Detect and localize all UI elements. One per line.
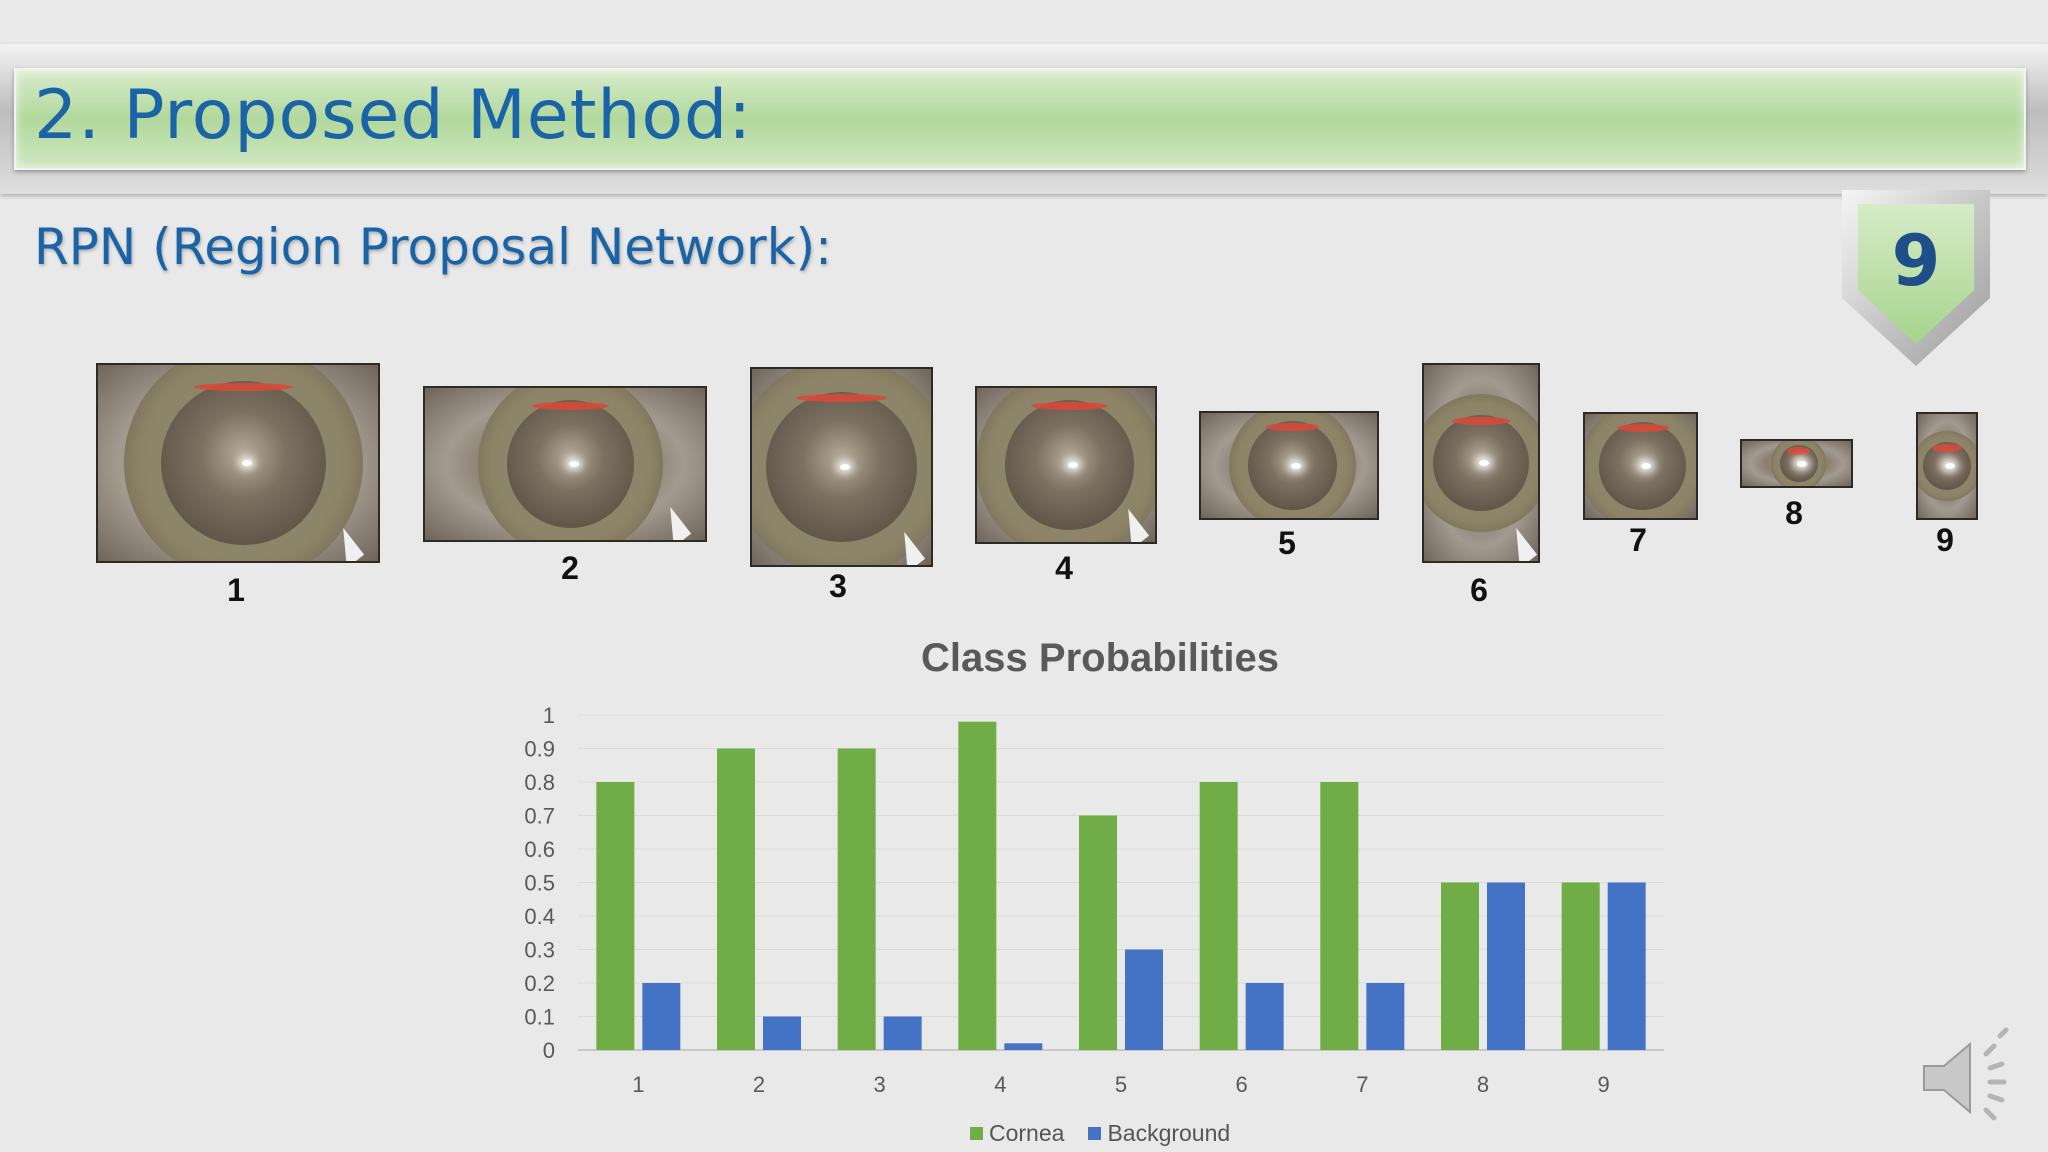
bar-cornea-9 <box>1561 882 1600 1050</box>
bar-background-8 <box>1487 882 1525 1050</box>
proposal-image-2 <box>423 386 707 542</box>
proposal-label-2: 2 <box>561 550 579 586</box>
legend-swatch-background <box>1088 1127 1102 1140</box>
x-tick-label: 2 <box>753 1072 765 1097</box>
bar-background-6 <box>1245 983 1284 1050</box>
speaker-volume-icon[interactable] <box>1920 1024 2030 1124</box>
slide-subtitle: RPN (Region Proposal Network): <box>34 218 832 276</box>
y-tick-label: 0 <box>543 1038 555 1063</box>
badge-shield-icon <box>1842 190 1990 366</box>
y-tick-label: 0.3 <box>524 938 555 963</box>
proposal-image-6 <box>1422 363 1540 563</box>
legend-swatch-cornea <box>970 1127 983 1140</box>
proposal-label-8: 8 <box>1785 495 1803 531</box>
slide-number: 9 <box>1891 220 1941 302</box>
bar-cornea-5 <box>1079 815 1117 1050</box>
proposal-label-4: 4 <box>1055 550 1073 586</box>
proposal-image-5 <box>1199 411 1379 520</box>
proposal-label-5: 5 <box>1278 525 1296 561</box>
proposal-label-7: 7 <box>1629 522 1647 558</box>
chart-legend: Cornea Background <box>970 1120 1230 1147</box>
bar-background-5 <box>1125 949 1163 1050</box>
x-tick-label: 6 <box>1236 1072 1248 1097</box>
proposal-image-7 <box>1583 412 1698 520</box>
bar-cornea-3 <box>837 748 876 1050</box>
bar-cornea-8 <box>1441 882 1479 1050</box>
legend-item-cornea: Cornea <box>970 1120 1064 1147</box>
x-tick-label: 8 <box>1477 1072 1489 1097</box>
bar-background-9 <box>1607 882 1646 1050</box>
y-tick-label: 0.2 <box>524 971 555 996</box>
y-tick-label: 0.9 <box>524 737 555 762</box>
x-tick-label: 9 <box>1598 1072 1610 1097</box>
bar-background-1 <box>642 983 681 1050</box>
y-tick-label: 0.6 <box>524 837 555 862</box>
proposal-image-9 <box>1916 412 1978 520</box>
proposal-label-6: 6 <box>1470 572 1488 608</box>
chart-title: Class Probabilities <box>921 636 1279 680</box>
y-tick-label: 0.5 <box>524 871 555 896</box>
y-tick-label: 0.4 <box>524 904 555 929</box>
legend-label-background: Background <box>1107 1120 1231 1146</box>
bar-background-2 <box>763 1016 801 1050</box>
y-tick-label: 1 <box>543 703 555 728</box>
legend-label-cornea: Cornea <box>989 1120 1065 1146</box>
bar-cornea-2 <box>717 748 755 1050</box>
slide-number-badge: 9 <box>1838 190 1994 366</box>
bar-cornea-1 <box>596 782 635 1050</box>
y-tick-label: 0.7 <box>524 804 555 829</box>
legend-item-background: Background <box>1088 1120 1230 1147</box>
bar-background-4 <box>1004 1043 1043 1050</box>
bar-background-7 <box>1366 983 1405 1050</box>
y-tick-label: 0.1 <box>524 1005 555 1030</box>
proposal-image-1 <box>96 363 380 563</box>
slide-title: 2. Proposed Method: <box>34 76 753 155</box>
y-tick-label: 0.8 <box>524 770 555 795</box>
proposal-label-1: 1 <box>227 572 245 608</box>
proposal-image-3 <box>750 367 933 567</box>
x-tick-label: 1 <box>632 1072 644 1097</box>
proposal-image-4 <box>975 386 1157 544</box>
bar-background-3 <box>883 1016 922 1050</box>
title-frame: 2. Proposed Method: <box>0 44 2048 194</box>
proposal-image-8 <box>1740 439 1853 488</box>
x-tick-label: 7 <box>1356 1072 1368 1097</box>
proposal-label-3: 3 <box>829 568 847 604</box>
bar-cornea-6 <box>1199 782 1238 1050</box>
x-tick-label: 4 <box>994 1072 1006 1097</box>
bar-cornea-7 <box>1320 782 1359 1050</box>
x-tick-label: 5 <box>1115 1072 1127 1097</box>
title-bar: 2. Proposed Method: <box>14 68 2026 170</box>
bar-cornea-4 <box>958 721 997 1050</box>
proposal-label-9: 9 <box>1936 522 1954 558</box>
x-tick-label: 3 <box>874 1072 886 1097</box>
